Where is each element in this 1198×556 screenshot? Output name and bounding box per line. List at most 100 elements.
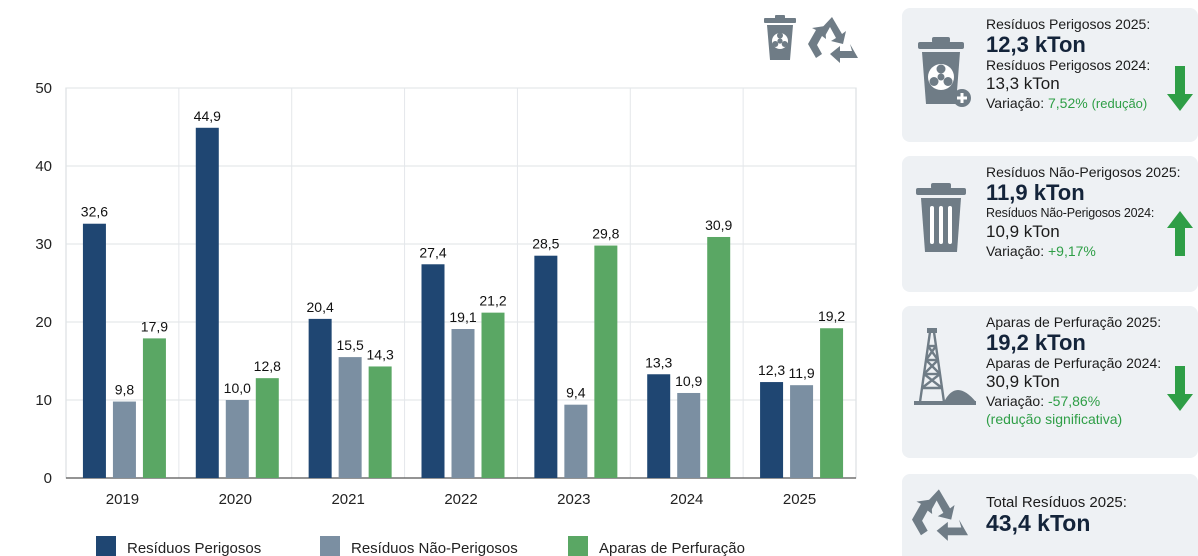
bar-res-duos-n-o-perigosos-2022 [451,329,475,478]
variacao-note-text: (redução significativa) [986,411,1123,427]
bar-res-duos-perigosos-2019 [82,223,106,478]
biohazard-bin-icon [918,37,971,107]
label-aparas-2024: Aparas de Perfuração 2024: [986,355,1162,371]
data-label: 17,9 [141,318,168,334]
legend-label: Resíduos Perigosos [127,540,261,556]
data-label: 15,5 [337,337,364,353]
bar-res-duos-n-o-perigosos-2020 [225,400,249,478]
legend-swatch [96,536,116,556]
bar-aparas-de-perfura-o-2021 [368,366,392,478]
data-label: 11,9 [788,365,814,381]
value-aparas-2025: 19,2 kTon [986,330,1086,355]
drilling-rig-icon [914,328,976,405]
card-aparas-perfuracao: Aparas de Perfuração 2025: 19,2 kTon Apa… [902,306,1198,458]
data-label: 12,3 [758,362,785,378]
value-aparas-2024: 30,9 kTon [986,372,1060,391]
x-tick-label: 2023 [557,491,590,508]
x-tick-label: 2025 [783,491,816,508]
data-label: 29,8 [592,226,619,242]
card-total-residuos: Total Resíduos 2025: 43,4 kTon [902,474,1198,556]
axes: 0 10 20 30 40 50 2019 2020 2021 2022 2023 2024 2025 [35,80,856,508]
data-label: 32,6 [81,204,108,220]
label-perigosos-2024: Resíduos Perigosos 2024: [986,57,1151,73]
y-tick-label: 50 [35,80,52,97]
bar-aparas-de-perfura-o-2025 [820,328,844,478]
y-tick-label: 20 [35,314,52,331]
data-label: 28,5 [532,236,559,252]
recycle-icon [808,17,858,63]
variacao-note: (redução) [1091,96,1148,111]
arrow-up-icon [1167,211,1193,256]
data-label: 9,8 [115,382,135,398]
card-residuos-perigosos: Resíduos Perigosos 2025: 12,3 kTon Resíd… [902,8,1198,142]
bar-aparas-de-perfura-o-2024 [707,236,731,478]
data-label: 12,8 [254,358,281,374]
variacao-aparas: Variação: -57,86% [986,392,1186,410]
label-nao-perigosos-2024: Resíduos Não-Perigosos 2024: [986,206,1155,220]
variacao-value: -57,86% [1048,393,1101,409]
legend-swatch [568,536,588,556]
bar-res-duos-n-o-perigosos-2023 [564,404,588,478]
data-label: 10,9 [675,373,702,389]
arrow-down-icon [1167,366,1193,411]
x-tick-label: 2020 [219,491,252,508]
x-tick-label: 2019 [106,491,139,508]
header-icons [760,14,870,64]
data-labels: 32,6 9,8 17,9 44,9 10,012,8 20,4 15,514,3 27,4 1… [81,108,846,401]
data-label: 19,2 [818,308,845,324]
bar-res-duos-n-o-perigosos-2025 [790,385,814,478]
label-perigosos-2025: Resíduos Perigosos 2025: [986,16,1151,32]
data-label: 9,4 [566,385,586,401]
bar-res-duos-n-o-perigosos-2024 [677,392,701,478]
legend-label: Resíduos Não-Perigosos [351,540,518,556]
y-tick-label: 0 [44,470,52,487]
data-label: 44,9 [194,108,221,124]
legend: Resíduos Perigosos Resíduos Não-Perigosos… [96,536,745,556]
data-label: 27,4 [419,244,446,260]
label-total-2025: Total Resíduos 2025: [986,494,1127,511]
bar-res-duos-n-o-perigosos-2021 [338,357,362,478]
y-tick-label: 40 [35,158,52,175]
data-label: 21,2 [479,293,506,309]
bar-aparas-de-perfura-o-2019 [142,338,166,478]
data-label: 10,0 [224,380,251,396]
variacao-value: 7,52% [1048,95,1088,111]
bar-res-duos-perigosos-2022 [421,264,445,478]
data-label: 13,3 [645,354,672,370]
bar-aparas-de-perfura-o-2022 [481,312,505,478]
y-tick-label: 30 [35,236,52,253]
trash-bin-icon [916,183,966,252]
variacao-value: +9,17% [1048,243,1096,259]
variacao-note: (redução significativa) [986,410,1186,428]
data-label: 14,3 [367,346,394,362]
recycle-icon [912,489,968,541]
value-nao-perigosos-2024: 10,9 kTon [986,222,1060,241]
x-tick-label: 2021 [331,491,364,508]
data-label: 30,9 [705,217,732,233]
variacao-perigosos: Variação: 7,52% (redução) [986,94,1186,113]
variacao-nao-perigosos: Variação: +9,17% [986,242,1186,260]
bar-res-duos-n-o-perigosos-2019 [112,401,136,478]
bar-res-duos-perigosos-2023 [534,255,558,478]
variacao-label: Variação: [986,243,1045,259]
x-tick-label: 2024 [670,491,703,508]
bar-res-duos-perigosos-2021 [308,318,332,478]
legend-swatch [320,536,340,556]
value-total-2025: 43,4 kTon [986,510,1091,536]
bars [82,127,844,478]
biohazard-bin-icon [764,15,796,60]
arrow-down-icon [1167,66,1193,111]
variacao-label: Variação: [986,393,1045,409]
label-aparas-2025: Aparas de Perfuração 2025: [986,314,1162,330]
bar-res-duos-perigosos-2024 [647,374,671,478]
bar-aparas-de-perfura-o-2023 [594,245,618,478]
legend-label: Aparas de Perfuração [599,540,745,556]
value-nao-perigosos-2025: 11,9 kTon [986,180,1085,205]
bar-res-duos-perigosos-2020 [195,127,219,478]
card-residuos-nao-perigosos: Resíduos Não-Perigosos 2025: 11,9 kTon R… [902,156,1198,292]
value-perigosos-2024: 13,3 kTon [986,74,1060,93]
bar-res-duos-perigosos-2025 [760,382,784,478]
value-perigosos-2025: 12,3 kTon [986,32,1086,57]
label-nao-perigosos-2025: Resíduos Não-Perigosos 2025: [986,164,1181,180]
